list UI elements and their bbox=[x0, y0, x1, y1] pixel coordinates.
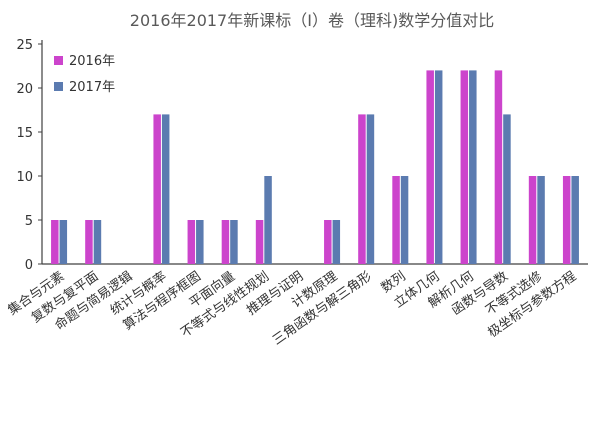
legend-swatch bbox=[54, 82, 63, 91]
category-labels: 集合与元素复数与复平面命题与简易逻辑统计与概率算法与程序框图平面向量不等式与线性… bbox=[5, 268, 579, 348]
bar-2017 bbox=[537, 176, 545, 264]
bar-2016 bbox=[324, 220, 332, 264]
bar-2017 bbox=[264, 176, 272, 264]
y-tick-label: 0 bbox=[25, 258, 33, 273]
bar-2017 bbox=[161, 114, 170, 265]
legend-swatch bbox=[54, 56, 63, 65]
y-tick-label: 20 bbox=[16, 82, 33, 97]
bar-2016 bbox=[85, 220, 93, 264]
bar-2016 bbox=[255, 220, 264, 264]
bar-2017 bbox=[503, 114, 511, 265]
bar-2016 bbox=[153, 114, 161, 265]
bar-2016 bbox=[562, 176, 571, 264]
bar-2017 bbox=[59, 220, 68, 264]
legend-label: 2016年 bbox=[69, 54, 115, 69]
bar-2017 bbox=[366, 114, 375, 265]
legend: 2016年 2017年 bbox=[54, 54, 115, 95]
bar-2016 bbox=[528, 176, 537, 264]
axes: 0 5 10 15 20 25 bbox=[16, 38, 588, 273]
bar-2017 bbox=[332, 220, 341, 264]
bar-2017 bbox=[469, 70, 477, 265]
y-tick-label: 25 bbox=[16, 38, 33, 53]
bar-2016 bbox=[460, 70, 469, 265]
bar-2017 bbox=[434, 70, 443, 265]
bar-2016 bbox=[221, 220, 230, 264]
bar-2016 bbox=[494, 70, 503, 265]
bar-2017 bbox=[400, 176, 409, 264]
bars bbox=[51, 70, 579, 265]
bar-2017 bbox=[230, 220, 238, 264]
y-tick-label: 15 bbox=[16, 126, 33, 141]
bar-2017 bbox=[196, 220, 204, 264]
bar-2017 bbox=[93, 220, 102, 264]
bar-2016 bbox=[392, 176, 400, 264]
bar-2016 bbox=[187, 220, 196, 264]
bar-2016 bbox=[426, 70, 434, 265]
bar-2017 bbox=[571, 176, 579, 264]
bar-2016 bbox=[358, 114, 366, 265]
bar-2016 bbox=[51, 220, 59, 264]
chart-title: 2016年2017年新课标（Ⅰ）卷（理科)数学分值对比 bbox=[130, 11, 494, 30]
y-tick-label: 5 bbox=[25, 214, 33, 229]
y-tick-label: 10 bbox=[16, 170, 33, 185]
legend-label: 2017年 bbox=[69, 80, 115, 95]
